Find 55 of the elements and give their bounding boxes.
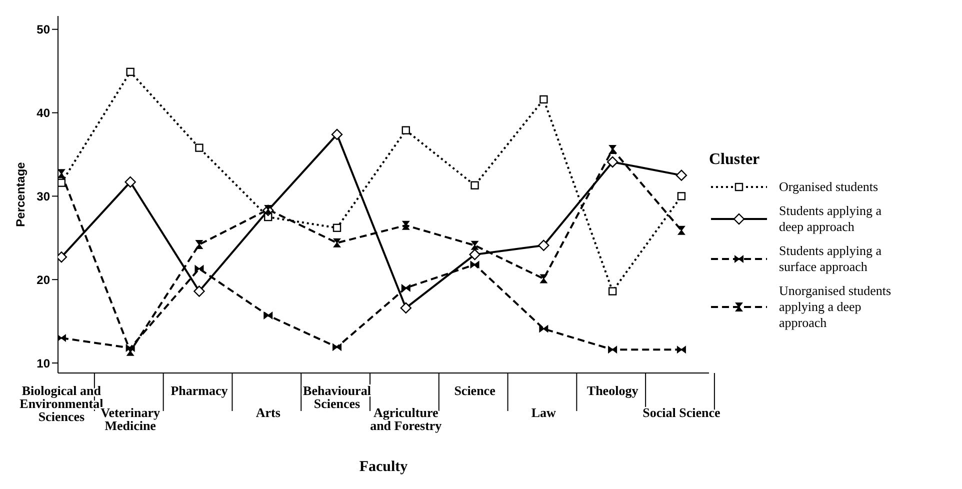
point xyxy=(58,169,65,178)
point xyxy=(402,126,410,134)
point xyxy=(400,302,412,314)
point xyxy=(126,344,135,352)
point xyxy=(195,144,204,152)
y-tick-label: 10 xyxy=(36,356,50,370)
point xyxy=(331,128,343,140)
point xyxy=(676,170,688,181)
point xyxy=(608,346,618,354)
x-tick-label: Pharmacy xyxy=(170,383,228,398)
legend-label: Unorganised students applying a deep approach xyxy=(779,282,892,330)
point xyxy=(469,248,480,260)
point xyxy=(401,284,410,292)
point xyxy=(470,181,479,190)
x-tick-label: Science xyxy=(454,383,496,398)
point xyxy=(196,240,203,250)
point xyxy=(334,238,340,248)
point xyxy=(194,286,205,297)
y-axis-title: Percentage xyxy=(13,162,28,227)
point xyxy=(126,346,134,356)
point xyxy=(194,265,204,272)
point xyxy=(608,287,617,296)
point xyxy=(678,226,685,235)
legend-title: Cluster xyxy=(709,150,761,168)
point xyxy=(471,240,478,250)
y-tick-label: 20 xyxy=(36,272,50,287)
point xyxy=(609,144,616,154)
legend-label: Students applying a deep approach xyxy=(779,202,883,234)
x-tick-label: Arts xyxy=(256,405,280,420)
legend-label: Students applying a surface approach xyxy=(779,242,883,274)
point xyxy=(540,274,548,284)
x-tick-label: Agriculture and Forestry xyxy=(370,405,442,433)
point xyxy=(538,240,550,251)
point xyxy=(126,68,134,76)
x-axis-title: Faculty xyxy=(359,459,408,475)
point xyxy=(332,224,342,232)
y-tick-label: 50 xyxy=(36,22,50,37)
y-tick-label: 40 xyxy=(36,106,50,120)
point xyxy=(58,178,66,187)
x-tick-label: Theology xyxy=(586,383,639,398)
point xyxy=(264,312,273,319)
point xyxy=(677,192,686,200)
legend-label: Organised students xyxy=(779,178,880,194)
point xyxy=(332,344,342,351)
point xyxy=(606,156,618,168)
y-tick-label: 30 xyxy=(36,189,50,204)
point xyxy=(470,261,480,268)
point xyxy=(676,346,686,354)
point xyxy=(124,176,136,188)
point xyxy=(402,220,410,230)
point xyxy=(539,325,548,332)
x-tick-label: Law xyxy=(531,405,557,420)
x-tick-label: Social Science xyxy=(642,405,720,420)
point xyxy=(58,334,66,342)
point xyxy=(540,95,548,104)
